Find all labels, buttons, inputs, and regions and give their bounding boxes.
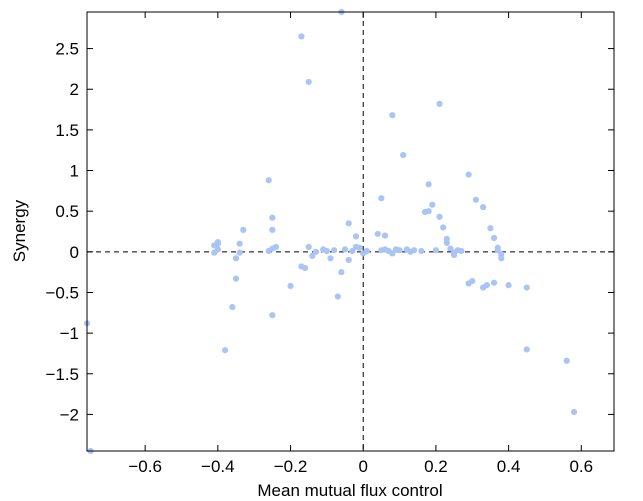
x-tick-label: −0.2 bbox=[274, 457, 308, 476]
data-point bbox=[287, 282, 294, 290]
data-point bbox=[440, 224, 447, 231]
data-point bbox=[269, 226, 276, 233]
y-tick-label: −0.5 bbox=[45, 283, 79, 302]
data-point bbox=[341, 246, 349, 253]
data-point bbox=[345, 256, 352, 264]
y-tick-label: −1 bbox=[60, 324, 79, 343]
data-point bbox=[505, 282, 512, 289]
data-point bbox=[229, 304, 236, 311]
data-point bbox=[222, 347, 229, 354]
data-point bbox=[269, 245, 276, 252]
y-tick-label: 0.5 bbox=[55, 202, 79, 221]
data-point bbox=[389, 112, 396, 119]
data-point bbox=[269, 312, 276, 319]
data-point bbox=[523, 346, 530, 353]
y-tick-label: 0 bbox=[70, 243, 79, 262]
data-point bbox=[378, 195, 385, 202]
data-point bbox=[334, 293, 341, 300]
data-point bbox=[436, 100, 443, 107]
data-point bbox=[232, 255, 240, 262]
data-point bbox=[570, 408, 578, 416]
data-point bbox=[498, 255, 505, 262]
data-point bbox=[400, 151, 407, 159]
y-tick-label: 1.5 bbox=[55, 121, 79, 140]
data-point bbox=[396, 247, 403, 254]
data-point bbox=[240, 226, 247, 233]
data-point bbox=[312, 248, 320, 255]
data-point bbox=[490, 279, 498, 286]
data-point bbox=[214, 240, 221, 247]
data-point bbox=[265, 177, 272, 184]
data-point bbox=[425, 181, 432, 188]
x-tick-label: 0.4 bbox=[497, 457, 521, 476]
y-axis-title: Synergy bbox=[10, 199, 29, 262]
data-point bbox=[331, 247, 338, 254]
y-tick-label: −2 bbox=[60, 405, 79, 424]
plot-background bbox=[87, 12, 614, 451]
data-point bbox=[381, 232, 389, 239]
axis-ticks: −0.6 −0.4 −0.2 0 0.2 0.4 0.6 −2 −1.5 −1 −0.5 0 0.5 1 1… bbox=[45, 12, 614, 476]
data-point bbox=[374, 230, 381, 238]
plot-frame bbox=[86, 11, 615, 452]
data-point bbox=[349, 247, 356, 255]
data-point bbox=[269, 214, 276, 221]
data-point bbox=[236, 249, 243, 256]
data-point bbox=[458, 247, 465, 255]
data-point bbox=[211, 249, 218, 256]
x-tick-label: 0.6 bbox=[569, 457, 593, 476]
y-tick-label: 1 bbox=[70, 162, 79, 181]
data-point bbox=[487, 225, 494, 232]
data-point bbox=[305, 243, 312, 251]
data-point bbox=[327, 255, 334, 262]
data-point bbox=[418, 247, 425, 255]
data-point bbox=[490, 234, 498, 242]
data-point bbox=[425, 208, 432, 215]
data-point bbox=[429, 201, 436, 208]
x-tick-label: −0.4 bbox=[201, 457, 235, 476]
data-point bbox=[298, 33, 305, 40]
data-point bbox=[236, 240, 243, 247]
data-point bbox=[305, 78, 312, 86]
y-tick-label: 2.5 bbox=[55, 40, 79, 59]
data-point bbox=[352, 233, 360, 240]
x-axis-title: Mean mutual flux control bbox=[257, 481, 442, 500]
data-point bbox=[309, 252, 316, 259]
data-point bbox=[356, 244, 363, 251]
x-tick-label: 0.2 bbox=[424, 457, 448, 476]
data-point bbox=[411, 247, 418, 254]
data-point bbox=[432, 247, 440, 254]
data-point bbox=[480, 204, 487, 211]
data-point bbox=[389, 250, 396, 257]
x-tick-label: 0 bbox=[358, 457, 367, 476]
data-point bbox=[472, 196, 479, 203]
data-point bbox=[363, 247, 370, 255]
y-tick-label: 2 bbox=[70, 80, 79, 99]
data-point bbox=[483, 282, 490, 289]
y-tick-label: −1.5 bbox=[45, 365, 79, 384]
data-point bbox=[447, 245, 454, 252]
data-point bbox=[523, 284, 530, 291]
data-point bbox=[298, 263, 305, 270]
data-point bbox=[436, 213, 443, 220]
data-point bbox=[323, 247, 330, 255]
data-point bbox=[232, 275, 240, 282]
data-point bbox=[345, 220, 352, 227]
data-point bbox=[443, 239, 450, 246]
data-point bbox=[563, 357, 570, 364]
data-point bbox=[465, 171, 472, 178]
data-point bbox=[338, 269, 345, 276]
data-points bbox=[83, 8, 578, 455]
data-point bbox=[494, 247, 501, 254]
data-point bbox=[469, 277, 476, 285]
x-tick-label: −0.6 bbox=[128, 457, 162, 476]
